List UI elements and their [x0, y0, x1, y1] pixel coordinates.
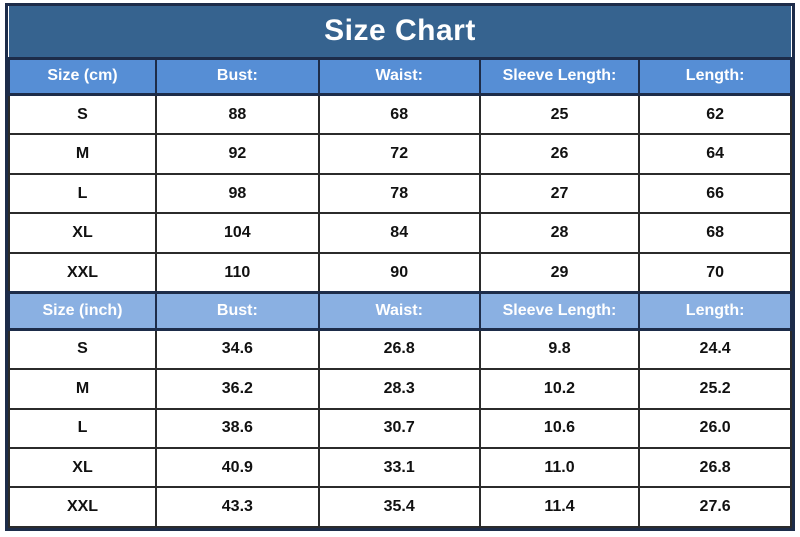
value-cell: 92 — [155, 133, 320, 175]
row-label: S — [7, 93, 158, 136]
value-cell: 10.2 — [478, 368, 641, 410]
value-cell: 78 — [317, 172, 481, 215]
value-cell: 62 — [638, 93, 792, 136]
row-label: S — [7, 328, 158, 371]
row-label: M — [7, 368, 158, 410]
value-cell: 88 — [155, 93, 320, 136]
table-row-inch-s: S 34.6 26.8 9.8 24.4 — [7, 328, 792, 371]
value-cell: 25 — [478, 93, 641, 136]
table-row-inch-l: L 38.6 30.7 10.6 26.0 — [7, 407, 792, 450]
cm-header-length: Length: — [638, 56, 792, 97]
inch-header-size: Size (inch) — [7, 291, 158, 331]
row-label: M — [7, 133, 158, 175]
title-row: Size Chart — [9, 6, 791, 60]
row-label: L — [7, 172, 158, 215]
value-cell: 10.6 — [478, 407, 641, 450]
table-row-cm-l: L 98 78 27 66 — [7, 172, 792, 215]
value-cell: 11.0 — [478, 447, 641, 489]
size-chart: Size Chart Size (cm) Bust: Waist: Sleeve… — [7, 6, 792, 528]
value-cell: 28 — [478, 212, 641, 254]
value-cell: 38.6 — [155, 407, 320, 450]
cm-header-row: Size (cm) Bust: Waist: Sleeve Length: Le… — [7, 56, 792, 97]
inch-header-sleeve-length: Sleeve Length: — [478, 291, 641, 331]
value-cell: 33.1 — [317, 447, 481, 489]
inch-header-waist: Waist: — [317, 291, 481, 331]
value-cell: 24.4 — [638, 328, 792, 371]
value-cell: 27 — [478, 172, 641, 215]
value-cell: 25.2 — [638, 368, 792, 410]
value-cell: 68 — [317, 93, 481, 136]
value-cell: 26.8 — [317, 328, 481, 371]
value-cell: 9.8 — [478, 328, 641, 371]
cm-header-size: Size (cm) — [7, 56, 158, 97]
value-cell: 26 — [478, 133, 641, 175]
value-cell: 104 — [155, 212, 320, 254]
value-cell: 66 — [638, 172, 792, 215]
table-row-cm-s: S 88 68 25 62 — [7, 93, 792, 136]
cm-header-bust: Bust: — [155, 56, 320, 97]
value-cell: 27.6 — [638, 486, 792, 528]
value-cell: 36.2 — [155, 368, 320, 410]
value-cell: 110 — [155, 251, 320, 294]
cm-header-sleeve-length: Sleeve Length: — [478, 56, 641, 97]
table-row-cm-xxl: XXL 110 90 29 70 — [7, 251, 792, 294]
inch-header-bust: Bust: — [155, 291, 320, 331]
value-cell: 90 — [317, 251, 481, 294]
table-row-cm-xl: XL 104 84 28 68 — [7, 212, 792, 254]
value-cell: 68 — [638, 212, 792, 254]
row-label: XL — [7, 447, 158, 489]
inch-header-length: Length: — [638, 291, 792, 331]
value-cell: 11.4 — [478, 486, 641, 528]
value-cell: 35.4 — [317, 486, 481, 528]
value-cell: 28.3 — [317, 368, 481, 410]
row-label: L — [7, 407, 158, 450]
table-row-cm-m: M 92 72 26 64 — [7, 133, 792, 175]
value-cell: 34.6 — [155, 328, 320, 371]
size-chart-table: Size Chart Size (cm) Bust: Waist: Sleeve… — [5, 3, 795, 531]
value-cell: 26.8 — [638, 447, 792, 489]
value-cell: 70 — [638, 251, 792, 294]
row-label: XXL — [7, 486, 158, 528]
cm-header-waist: Waist: — [317, 56, 481, 97]
table-row-inch-xxl: XXL 43.3 35.4 11.4 27.6 — [7, 486, 792, 528]
row-label: XXL — [7, 251, 158, 294]
inch-header-row: Size (inch) Bust: Waist: Sleeve Length: … — [7, 291, 792, 331]
table-row-inch-m: M 36.2 28.3 10.2 25.2 — [7, 368, 792, 410]
value-cell: 30.7 — [317, 407, 481, 450]
value-cell: 64 — [638, 133, 792, 175]
value-cell: 26.0 — [638, 407, 792, 450]
value-cell: 98 — [155, 172, 320, 215]
row-label: XL — [7, 212, 158, 254]
value-cell: 84 — [317, 212, 481, 254]
table-row-inch-xl: XL 40.9 33.1 11.0 26.8 — [7, 447, 792, 489]
value-cell: 43.3 — [155, 486, 320, 528]
chart-title: Size Chart — [9, 6, 791, 60]
value-cell: 40.9 — [155, 447, 320, 489]
value-cell: 29 — [478, 251, 641, 294]
value-cell: 72 — [317, 133, 481, 175]
